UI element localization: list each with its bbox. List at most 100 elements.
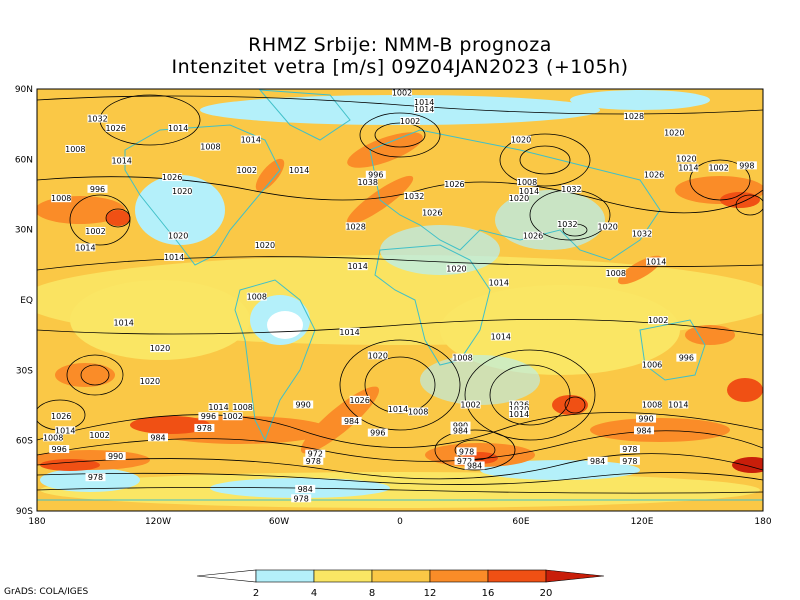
isobar-label: 1020 xyxy=(150,344,170,353)
lat-label: 90N xyxy=(15,85,33,95)
isobar-label: 1026 xyxy=(644,171,664,180)
isobar-label-bg xyxy=(642,360,663,369)
isobar-label: 1014 xyxy=(339,328,359,337)
colorbar-bin-8-12 xyxy=(371,569,431,583)
isobar-label-bg xyxy=(65,144,86,153)
longitude-labels: 180 120W 60W 0 60E 120E 180 xyxy=(28,517,771,527)
lon-label: 60W xyxy=(269,517,289,527)
isobar-label-bg xyxy=(232,402,253,411)
isobar-label: 1008 xyxy=(51,194,71,203)
isobar-label-bg xyxy=(408,407,429,416)
colorbar-tick-labels: 2 4 8 12 16 20 xyxy=(253,588,553,599)
isobar-label: 1020 xyxy=(446,265,466,274)
isobar-label: 1020 xyxy=(168,232,188,241)
colorbar-tick: 16 xyxy=(482,588,495,599)
isobar-label: 996 xyxy=(370,429,385,438)
isobar-label: 1026 xyxy=(422,208,442,217)
colorbar-bin-4-8 xyxy=(313,569,373,583)
isobar-label: 1008 xyxy=(247,293,267,302)
isobar-label-bg xyxy=(444,180,465,189)
isobar-label-bg xyxy=(642,400,663,409)
isobar-label-bg xyxy=(208,402,229,411)
isobar-label: 1020 xyxy=(511,136,531,145)
isobar-label: 996 xyxy=(679,354,694,363)
isobar-label: 996 xyxy=(368,171,383,180)
isobar-label: 984 xyxy=(344,417,359,426)
colorbar-bin-16-20 xyxy=(487,569,547,583)
isobar-label-bg xyxy=(488,278,509,287)
grads-credit: GrADS: COLA/IGES xyxy=(4,587,89,597)
isobar-label: 1002 xyxy=(400,117,420,126)
isobar-label-bg xyxy=(51,194,72,203)
isobar-label: 984 xyxy=(636,426,651,435)
isobar-label: 1026 xyxy=(444,180,464,189)
isobar-label: 996 xyxy=(52,445,67,454)
isobar-label: 1032 xyxy=(404,192,424,201)
isobar-label: 1002 xyxy=(460,401,480,410)
colorbar-bin-12-16 xyxy=(429,569,489,583)
isobar-label: 1020 xyxy=(676,154,696,163)
isobar-label: 990 xyxy=(638,415,653,424)
isobar-label-bg xyxy=(55,426,76,435)
isobar-label: 1008 xyxy=(452,354,472,363)
isobar-label-bg xyxy=(289,166,310,175)
isobar-label: 1020 xyxy=(255,241,275,250)
isobar-label: 972 xyxy=(457,457,472,466)
isobar-label: 1014 xyxy=(519,187,539,196)
isobar-label-bg xyxy=(400,116,421,125)
isobar-label-bg xyxy=(367,351,388,360)
isobar-label: 1014 xyxy=(289,166,309,175)
isobar-label: 1008 xyxy=(200,143,220,152)
isobar-label-bg xyxy=(619,445,640,454)
lon-label: 180 xyxy=(754,517,771,527)
isobar-label-bg xyxy=(387,405,408,414)
isobar-label-bg xyxy=(676,154,697,163)
isobar-label-bg xyxy=(648,316,669,325)
isobar-label-bg xyxy=(587,456,608,465)
isobar-label-bg xyxy=(664,128,685,137)
colorbar-tick: 12 xyxy=(424,588,437,599)
isobar-label: 1038 xyxy=(358,178,378,187)
isobar-label: 1026 xyxy=(523,232,543,241)
isobar-label: 978 xyxy=(294,494,309,503)
isobar-label-bg xyxy=(305,449,326,458)
colorbar-tick: 20 xyxy=(540,588,553,599)
isobar-label: 1008 xyxy=(517,178,537,187)
isobar-label-bg xyxy=(345,222,366,231)
lon-label: 60E xyxy=(512,517,529,527)
isobar-label: 978 xyxy=(306,457,321,466)
isobar-label: 1014 xyxy=(164,253,184,262)
isobar-label: 1002 xyxy=(237,166,257,175)
isobar-label-bg xyxy=(392,89,413,97)
isobar-label: 972 xyxy=(308,450,323,459)
isobar-label: 1026 xyxy=(51,412,71,421)
isobar-label: 990 xyxy=(453,422,468,431)
map-title: RHMZ Srbije: NMM-B prognoza xyxy=(248,34,552,56)
isobar-label-bg xyxy=(414,105,435,114)
isobar-label: 1008 xyxy=(606,269,626,278)
isobar-label-bg xyxy=(240,135,261,144)
isobar-label-bg xyxy=(454,456,475,465)
isobar-label-bg xyxy=(236,166,257,175)
isobar-label: 1014 xyxy=(668,401,688,410)
isobar-label: 984 xyxy=(298,485,313,494)
isobar-label-bg xyxy=(111,156,132,165)
isobar-label: 1014 xyxy=(112,157,132,166)
isobar-label-bg xyxy=(139,377,160,386)
isobar-label-bg xyxy=(605,269,626,278)
isobar-label-bg xyxy=(168,231,189,240)
isobar-label-bg xyxy=(87,114,108,123)
colorbar: 2 4 8 12 16 20 xyxy=(196,569,605,599)
isobar-label-bg xyxy=(464,461,485,470)
isobar-label-bg xyxy=(172,187,193,196)
lat-label: 30S xyxy=(16,366,33,376)
isobar-label-bg xyxy=(450,426,471,435)
isobar-label-bg xyxy=(644,170,665,179)
isobar-label-bg xyxy=(619,456,640,465)
isobar-label-bg xyxy=(422,208,443,217)
isobar-label: 1032 xyxy=(632,229,652,238)
isobar-label: 1014 xyxy=(168,124,188,133)
lon-label: 0 xyxy=(397,517,403,527)
isobar-label-bg xyxy=(676,353,697,362)
colorbar-low-end xyxy=(196,569,257,583)
